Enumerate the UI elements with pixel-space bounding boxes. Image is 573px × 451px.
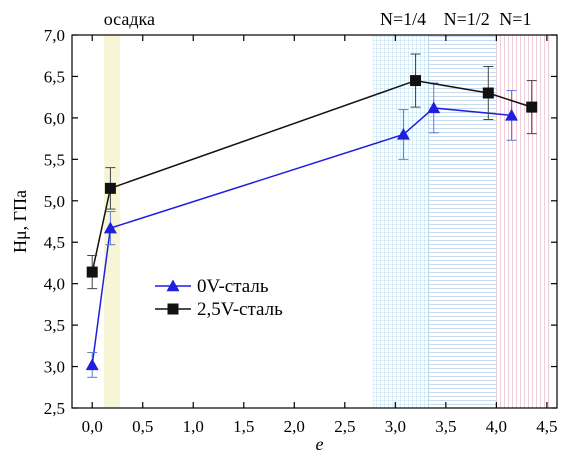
region-2 xyxy=(372,34,429,409)
point-1-1 xyxy=(104,182,116,194)
legend-label-2-5v-steel: 2,5V-сталь xyxy=(197,299,283,320)
point-1-2 xyxy=(410,75,422,87)
x-tick-label-0: 0,0 xyxy=(82,417,103,436)
y-axis-label: Hμ, ГПа xyxy=(10,190,30,253)
axis-ticks: 0,0 0,5 1,0 1,5 2,0 2,5 3,0 3,5 4,0 4,5 2,5 3,0 3,5 4… xyxy=(44,26,558,436)
y-tick-label-5: 5,0 xyxy=(44,192,65,211)
x-axis-label: e xyxy=(316,434,324,451)
y-tick-label-0: 2,5 xyxy=(44,399,65,418)
point-0-4 xyxy=(505,108,519,121)
x-tick-label-8: 4,0 xyxy=(486,417,507,436)
y-tick-label-9: 7,0 xyxy=(44,26,65,45)
x-tick-label-7: 3,5 xyxy=(435,417,456,436)
point-1-3 xyxy=(482,87,494,99)
plot-frame xyxy=(71,34,558,409)
y-tick-label-4: 4,5 xyxy=(44,233,65,252)
point-0-0 xyxy=(85,358,99,371)
region-label-4: N=1 xyxy=(499,9,531,29)
y-tick-label-3: 4,0 xyxy=(44,275,65,294)
x-tick-label-1: 0,5 xyxy=(132,417,153,436)
y-tick-label-1: 3,0 xyxy=(44,358,65,377)
point-0-1 xyxy=(103,221,117,234)
region-label-1: осадка xyxy=(104,9,155,29)
y-tick-label-2: 3,5 xyxy=(44,316,65,335)
point-0-3 xyxy=(427,101,441,114)
region-4 xyxy=(496,34,550,409)
legend: 0V-сталь 2,5V-сталь xyxy=(155,276,283,320)
legend-label-0v-steel: 0V-сталь xyxy=(197,276,269,297)
point-1-0 xyxy=(86,266,98,278)
point-1-4 xyxy=(526,101,538,113)
region-1 xyxy=(104,34,120,409)
y-tick-label-6: 5,5 xyxy=(44,150,65,169)
legend-marker-0v-steel xyxy=(166,279,180,292)
series-layer xyxy=(85,53,538,378)
region-label-3: N=1/2 xyxy=(444,9,490,29)
legend-marker-2-5v-steel xyxy=(167,303,179,315)
y-tick-label-8: 6,5 xyxy=(44,67,65,86)
point-0-2 xyxy=(396,127,410,140)
x-tick-label-5: 2,5 xyxy=(334,417,355,436)
x-tick-label-2: 1,0 xyxy=(183,417,204,436)
x-tick-label-9: 4,5 xyxy=(536,417,557,436)
x-tick-label-6: 3,0 xyxy=(385,417,406,436)
y-tick-label-7: 6,0 xyxy=(44,109,65,128)
region-label-2: N=1/4 xyxy=(380,9,426,29)
x-tick-label-3: 1,5 xyxy=(233,417,254,436)
x-tick-label-4: 2,0 xyxy=(284,417,305,436)
